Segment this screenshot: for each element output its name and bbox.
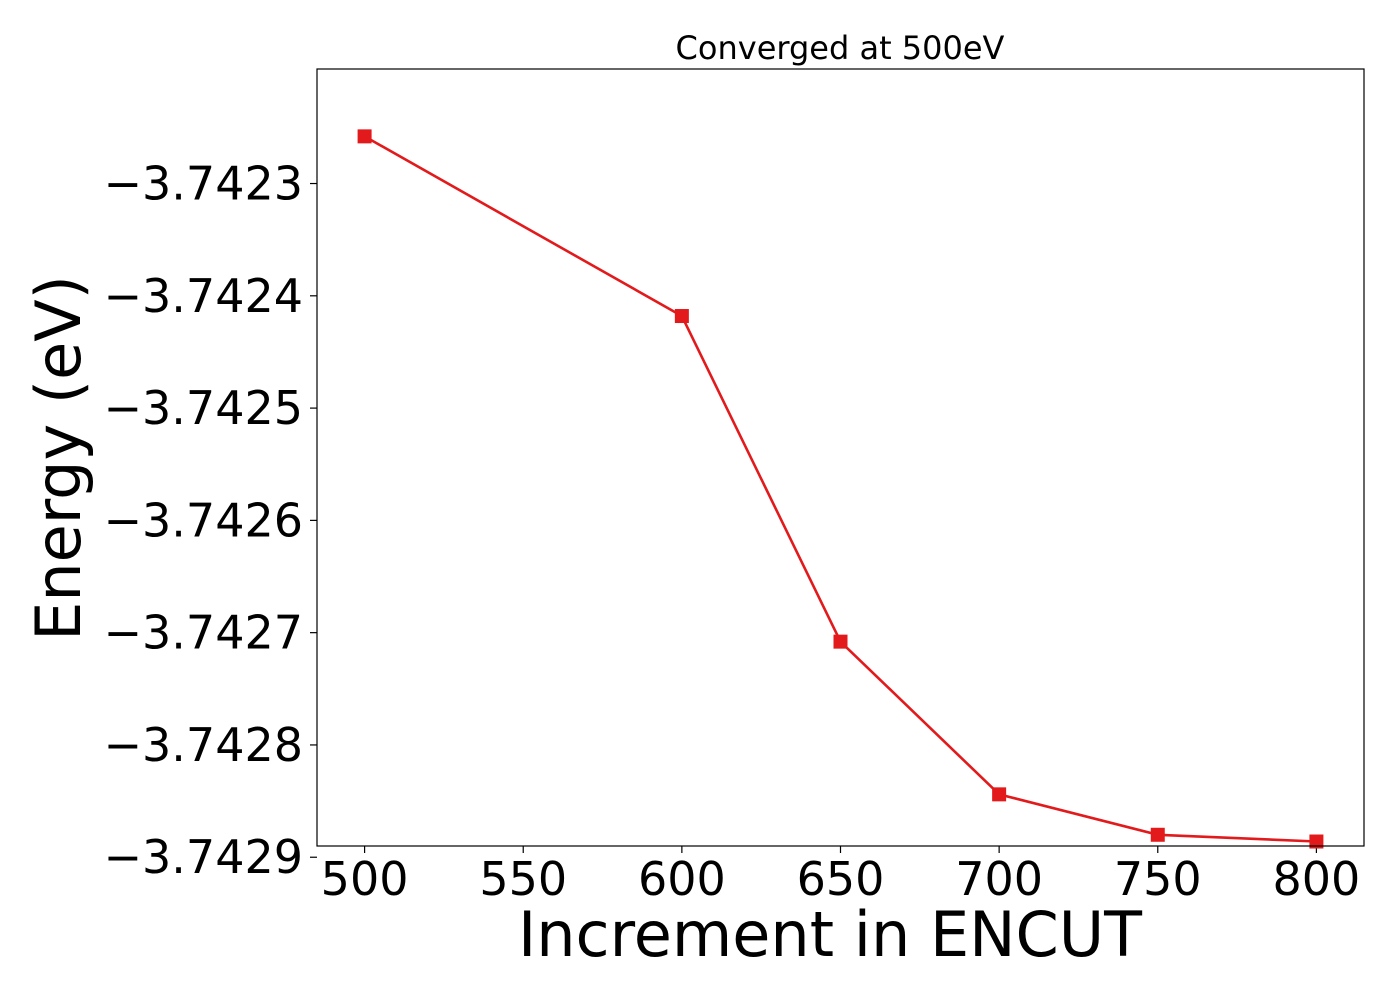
x-tick-label: 600 (638, 852, 726, 906)
y-tick-label: −3.7423 (104, 157, 304, 211)
x-tick-label: 800 (1273, 852, 1361, 906)
y-axis-ticks: −3.7423 −3.7424 −3.7425 −3.7426 −3.7427 −3.74… (104, 157, 317, 884)
data-point-marker (992, 787, 1007, 802)
y-tick-label: −3.7426 (104, 493, 304, 547)
data-point-marker (357, 129, 372, 144)
chart-title: Converged at 500eV (676, 29, 1005, 67)
y-axis-label: Energy (eV) (22, 275, 95, 641)
y-tick-label: −3.7429 (104, 830, 304, 884)
y-tick-label: −3.7425 (104, 381, 304, 435)
y-tick-label: −3.7424 (104, 269, 304, 323)
x-tick-label: 700 (955, 852, 1043, 906)
plot-series (357, 129, 1324, 849)
x-tick-label: 550 (479, 852, 567, 906)
x-axis-label: Increment in ENCUT (518, 898, 1143, 971)
x-tick-label: 750 (1114, 852, 1202, 906)
x-axis-ticks: 500 550 600 650 700 750 800 (321, 846, 1361, 906)
x-tick-label: 500 (321, 852, 409, 906)
data-point-marker (1309, 834, 1324, 849)
data-point-marker (833, 634, 848, 649)
series-line (363, 135, 1317, 843)
y-tick-label: −3.7428 (104, 718, 304, 772)
data-point-marker (1150, 827, 1165, 842)
y-tick-label: −3.7427 (104, 606, 304, 660)
x-tick-label: 650 (797, 852, 885, 906)
plot-area-frame (316, 68, 1365, 847)
data-point-marker (674, 309, 689, 324)
